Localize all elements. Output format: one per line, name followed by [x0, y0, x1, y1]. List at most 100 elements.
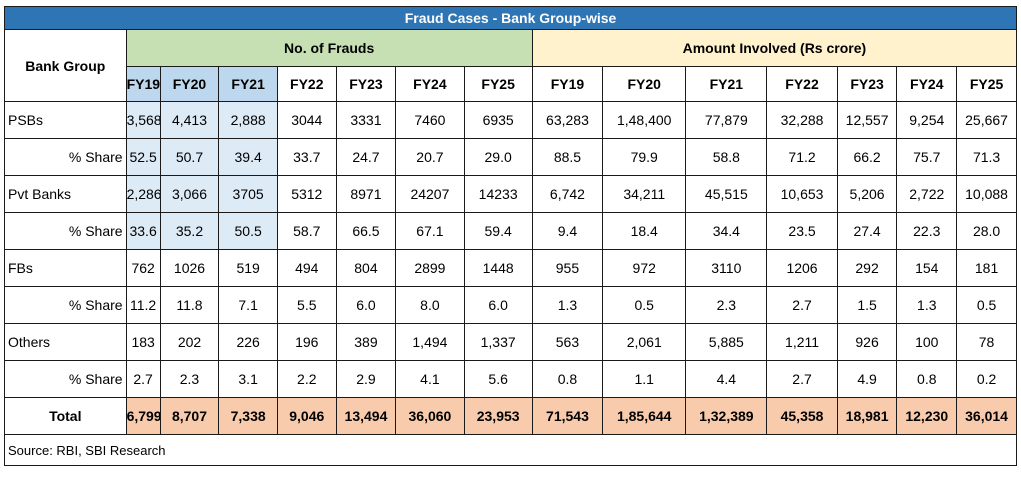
- table-cell: 519: [218, 249, 278, 287]
- table-cell: 1.1: [602, 360, 687, 398]
- table-cell: 3044: [276, 101, 337, 139]
- frauds-year-header-fy19: FY19: [125, 66, 161, 102]
- frauds-year-header-fy21: FY21: [218, 66, 278, 102]
- table-cell: 10,088: [956, 175, 1017, 213]
- table-cell: 1,211: [766, 323, 838, 361]
- table-cell: 6,742: [531, 175, 604, 213]
- table-cell: 77,879: [685, 101, 768, 139]
- frauds-year-header-fy24: FY24: [395, 66, 465, 102]
- table-cell: 3331: [335, 101, 397, 139]
- table-cell: 67.1: [395, 212, 465, 250]
- table-row: Total 6,799 8,707 7,338 9,046 13,494 36,060 23,…: [4, 397, 1017, 435]
- table-row: Pvt Banks 2,286 3,066 3705 5312 8971 24207 1423…: [4, 175, 1017, 213]
- table-cell: 1.3: [896, 286, 958, 324]
- amount-year-header-fy19: FY19: [531, 66, 604, 102]
- amount-year-header-fy23: FY23: [836, 66, 898, 102]
- table-cell: 18.4: [602, 212, 687, 250]
- table-cell: 18,981: [836, 397, 898, 435]
- table-cell: 0.2: [956, 360, 1017, 398]
- table-cell: 45,515: [685, 175, 768, 213]
- table-row: FBs 762 1026 519 494 804 2899 1448 955 972 3110 120…: [4, 249, 1017, 287]
- table-cell: 2.7: [125, 360, 161, 398]
- table-cell: 5,206: [836, 175, 898, 213]
- table-cell: 0.8: [896, 360, 958, 398]
- table-cell: 6,799: [125, 397, 161, 435]
- table-cell: 7,338: [218, 397, 278, 435]
- amount-year-header-fy20: FY20: [602, 66, 687, 102]
- table-cell: 58.8: [685, 138, 768, 176]
- table-cell: 1,494: [395, 323, 465, 361]
- table-cell: 27.4: [836, 212, 898, 250]
- table-cell: 183: [125, 323, 161, 361]
- table-cell: 3,568: [125, 101, 161, 139]
- table-cell: 6.0: [335, 286, 397, 324]
- table-cell: 9,254: [896, 101, 958, 139]
- table-cell: 23,953: [463, 397, 533, 435]
- table-cell: 4.4: [685, 360, 768, 398]
- table-cell: 58.7: [276, 212, 337, 250]
- table-cell: 100: [896, 323, 958, 361]
- table-cell: 4,413: [159, 101, 220, 139]
- table-cell: 4.9: [836, 360, 898, 398]
- row-label: % Share: [4, 286, 127, 324]
- table-cell: 1026: [159, 249, 220, 287]
- table-cell: 5.6: [463, 360, 533, 398]
- table-cell: 762: [125, 249, 161, 287]
- table-cell: 2,061: [602, 323, 687, 361]
- table-cell: 2.2: [276, 360, 337, 398]
- row-label: Total: [4, 397, 127, 435]
- table-cell: 6935: [463, 101, 533, 139]
- table-cell: 926: [836, 323, 898, 361]
- table-cell: 50.7: [159, 138, 220, 176]
- table-cell: 78: [956, 323, 1017, 361]
- table-cell: 2.3: [685, 286, 768, 324]
- table-cell: 3.1: [218, 360, 278, 398]
- table-cell: 32,288: [766, 101, 838, 139]
- table-row: Others 183 202 226 196 389 1,494 1,337 563 2,061 5…: [4, 323, 1017, 361]
- table-cell: 563: [531, 323, 604, 361]
- table-cell: 45,358: [766, 397, 838, 435]
- table-cell: 1.3: [531, 286, 604, 324]
- table-cell: 12,230: [896, 397, 958, 435]
- table-cell: 66.2: [836, 138, 898, 176]
- table-cell: 33.6: [125, 212, 161, 250]
- table-cell: 25,667: [956, 101, 1017, 139]
- amount-year-header-fy25: FY25: [956, 66, 1017, 102]
- table-cell: 181: [956, 249, 1017, 287]
- table-cell: 4.1: [395, 360, 465, 398]
- table-cell: 804: [335, 249, 397, 287]
- table-row: PSBs 3,568 4,413 2,888 3044 3331 7460 6935 63,28…: [4, 101, 1017, 139]
- table-cell: 5312: [276, 175, 337, 213]
- frauds-year-header-fy25: FY25: [463, 66, 533, 102]
- table-cell: 59.4: [463, 212, 533, 250]
- table-cell: 202: [159, 323, 220, 361]
- row-label: % Share: [4, 212, 127, 250]
- table-cell: 79.9: [602, 138, 687, 176]
- table-row: % Share 33.6 35.2 50.5 58.7 66.5 67.1 59.4 9.4 18…: [4, 212, 1017, 250]
- row-label: % Share: [4, 138, 127, 176]
- table-cell: 154: [896, 249, 958, 287]
- table-cell: 20.7: [395, 138, 465, 176]
- table-cell: 5,885: [685, 323, 768, 361]
- table-cell: 389: [335, 323, 397, 361]
- table-cell: 71,543: [531, 397, 604, 435]
- table-cell: 75.7: [896, 138, 958, 176]
- table-cell: 2.9: [335, 360, 397, 398]
- row-label: % Share: [4, 360, 127, 398]
- amount-year-header-fy22: FY22: [766, 66, 838, 102]
- table-cell: 1,32,389: [685, 397, 768, 435]
- table-cell: 29.0: [463, 138, 533, 176]
- table-cell: 2,722: [896, 175, 958, 213]
- table-cell: 34.4: [685, 212, 768, 250]
- amount-year-header-fy24: FY24: [896, 66, 958, 102]
- table-cell: 7460: [395, 101, 465, 139]
- bank-group-header: Bank Group: [4, 29, 127, 102]
- table-row: % Share 2.7 2.3 3.1 2.2 2.9 4.1 5.6 0.8 1.1 4.4 2.7…: [4, 360, 1017, 398]
- table-cell: 88.5: [531, 138, 604, 176]
- table-cell: 24207: [395, 175, 465, 213]
- table-cell: 35.2: [159, 212, 220, 250]
- table-cell: 9,046: [276, 397, 337, 435]
- fraud-cases-table: Fraud Cases - Bank Group-wise Bank Group N…: [4, 6, 1018, 466]
- table-cell: 955: [531, 249, 604, 287]
- frauds-year-header-fy23: FY23: [335, 66, 397, 102]
